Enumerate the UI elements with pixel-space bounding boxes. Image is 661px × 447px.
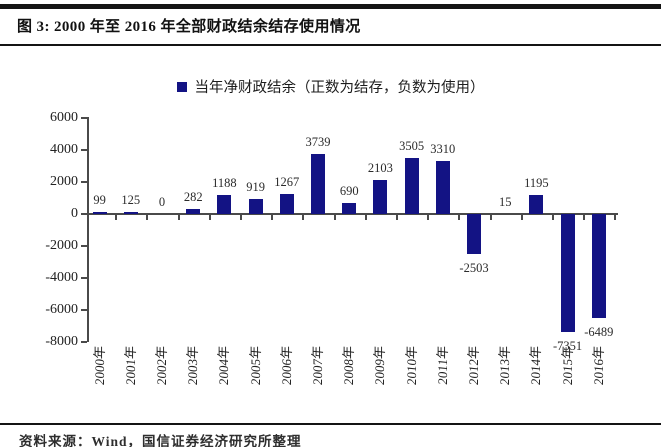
x-axis-tick — [333, 215, 336, 220]
footer-divider — [0, 423, 661, 425]
legend-swatch-icon — [176, 81, 187, 92]
x-axis-category-label: 2014年 — [528, 345, 544, 386]
bar-2000年 — [92, 212, 107, 214]
bar-2015年 — [560, 214, 575, 332]
x-axis-category-label: 2009年 — [372, 345, 388, 386]
x-axis-category-label: 2015年 — [559, 345, 575, 386]
x-axis-category-label: 2007年 — [310, 345, 325, 386]
value-label-2009年: 2103 — [367, 161, 393, 176]
x-axis-line — [87, 213, 618, 215]
value-label-2016年: -6489 — [584, 324, 614, 339]
bar-2005年 — [248, 199, 263, 214]
bar-2004年 — [217, 194, 232, 214]
bar-2007年 — [311, 154, 325, 214]
bar-2011年 — [435, 161, 450, 214]
x-axis-category-label: 2005年 — [247, 345, 263, 386]
chart-legend: 当年净财政结余（正数为结存，负数为使用） — [0, 76, 661, 97]
y-axis-tick-label: -8000 — [45, 334, 78, 349]
x-axis-tick — [396, 215, 398, 220]
x-axis-tick — [364, 215, 367, 220]
x-axis-tick — [458, 215, 461, 220]
value-label-2000年: 99 — [93, 193, 106, 208]
value-label-2007年: 3739 — [305, 135, 331, 150]
bar-2008年 — [342, 202, 357, 214]
x-axis-category-label: 2002年 — [154, 345, 169, 386]
y-axis-tick-label: 0 — [71, 206, 78, 221]
x-axis-category-label: 2000年 — [91, 345, 107, 386]
x-axis-category-label: 2011年 — [434, 345, 450, 386]
x-axis-tick — [208, 215, 211, 220]
value-label-2011年: 3310 — [430, 142, 456, 157]
x-axis-category-label: 2013年 — [497, 345, 513, 386]
bar-2014年 — [529, 194, 544, 214]
value-label-2004年: 1188 — [212, 175, 237, 190]
y-axis-tick-label: -6000 — [45, 302, 78, 317]
x-axis-tick — [614, 215, 617, 220]
x-axis-tick — [552, 215, 554, 220]
x-axis-category-label: 2003年 — [185, 345, 201, 386]
x-axis-category-label: 2010年 — [403, 345, 419, 386]
y-axis-tick-label: 6000 — [50, 110, 78, 125]
x-axis-tick — [271, 215, 274, 220]
legend-label: 当年净财政结余（正数为结存，负数为使用） — [194, 80, 485, 96]
x-axis-tick — [177, 215, 180, 220]
x-axis-category-label: 2006年 — [278, 345, 294, 386]
bar-2003年 — [186, 209, 201, 214]
bar-2012年 — [467, 214, 481, 255]
x-axis-tick — [520, 215, 523, 220]
y-axis-tick — [81, 341, 87, 343]
value-label-2002年: 0 — [158, 195, 166, 209]
bar-2006年 — [279, 193, 294, 214]
x-axis-tick — [427, 215, 430, 220]
y-axis-tick — [81, 245, 87, 247]
bar-2001年 — [123, 212, 138, 214]
x-axis-category-label: 2008年 — [341, 345, 357, 386]
bar-2016年 — [591, 214, 606, 318]
x-axis-tick — [583, 215, 586, 220]
y-axis-tick — [81, 149, 87, 151]
y-axis-tick — [81, 309, 87, 311]
value-label-2010年: 3505 — [399, 138, 425, 153]
top-rule — [0, 4, 661, 9]
value-label-2014年: 1195 — [524, 175, 549, 190]
value-label-2005年: 919 — [246, 180, 265, 195]
value-label-2006年: 1267 — [274, 174, 300, 189]
y-axis-tick-label: 4000 — [50, 142, 78, 157]
y-axis-line — [87, 117, 89, 342]
source-note: 资料来源：Wind，国信证券经济研究所整理 — [19, 434, 302, 447]
x-axis-tick — [115, 215, 118, 220]
x-axis-tick — [302, 215, 305, 220]
y-axis-tick-label: 2000 — [50, 174, 78, 189]
y-axis-tick — [81, 213, 87, 215]
value-label-2008年: 690 — [339, 183, 359, 198]
x-axis-tick — [146, 215, 149, 220]
y-axis-tick — [81, 277, 87, 279]
y-axis-tick-label: -2000 — [45, 238, 78, 253]
y-axis-tick — [81, 117, 87, 119]
value-label-2003年: 282 — [183, 190, 203, 205]
value-label-2013年: 15 — [498, 194, 512, 209]
value-label-2012年: -2503 — [459, 261, 489, 276]
x-axis-tick — [240, 215, 242, 220]
bar-2010年 — [404, 157, 419, 214]
bar-2009年 — [373, 180, 388, 214]
x-axis-category-label: 2016年 — [590, 345, 606, 386]
x-axis-category-label: 2001年 — [122, 345, 138, 386]
value-label-2015年: -7351 — [553, 338, 583, 353]
x-axis-category-label: 2012年 — [466, 345, 481, 386]
x-axis-category-label: 2004年 — [216, 345, 232, 386]
title-divider — [0, 44, 661, 46]
x-axis-tick — [489, 215, 492, 220]
figure-title: 图 3: 2000 年至 2016 年全部财政结余结存使用情况 — [17, 19, 361, 35]
y-axis-tick — [81, 181, 87, 183]
y-axis-tick-label: -4000 — [45, 270, 78, 285]
value-label-2001年: 125 — [121, 193, 141, 207]
